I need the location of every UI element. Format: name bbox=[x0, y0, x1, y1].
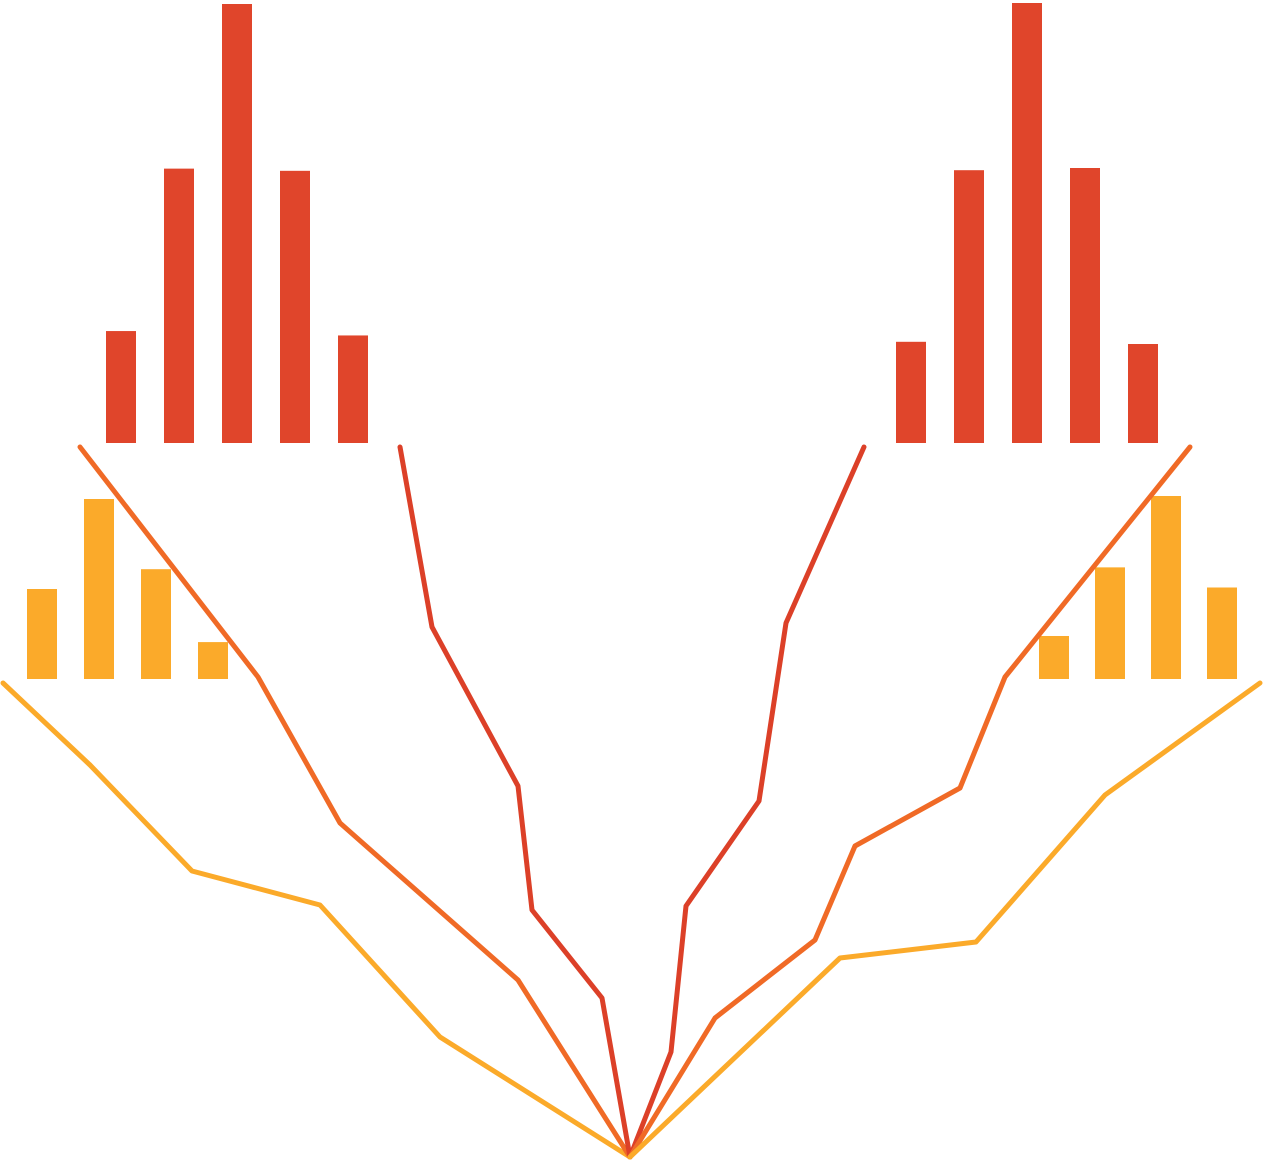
bar-upper-right-5 bbox=[1128, 344, 1158, 443]
bar-lower-left-2 bbox=[84, 499, 114, 679]
lines-layer bbox=[0, 444, 1263, 1160]
bar-upper-right-1 bbox=[896, 341, 926, 443]
bar-group-upper-right bbox=[896, 3, 1158, 443]
funnel-line-right-inner bbox=[627, 444, 867, 1160]
bar-lower-left-4 bbox=[198, 642, 228, 679]
bar-group-lower-left bbox=[27, 499, 228, 679]
bar-upper-left-4 bbox=[280, 170, 310, 443]
bar-upper-right-2 bbox=[954, 170, 984, 443]
bar-upper-left-3 bbox=[222, 4, 252, 443]
bar-upper-left-1 bbox=[106, 331, 136, 443]
funnel-line-right-outer bbox=[627, 680, 1263, 1160]
bars-layer bbox=[27, 3, 1237, 679]
funnel-line-right-middle bbox=[627, 444, 1193, 1160]
bar-group-upper-left bbox=[106, 4, 368, 443]
bar-upper-left-5 bbox=[338, 335, 368, 443]
bar-upper-right-4 bbox=[1070, 168, 1100, 443]
bar-lower-left-3 bbox=[141, 569, 171, 679]
funnel-line-left-outer bbox=[0, 680, 633, 1160]
bar-lower-right-3 bbox=[1151, 496, 1181, 679]
bar-lower-right-4 bbox=[1207, 587, 1237, 679]
bar-upper-right-3 bbox=[1012, 3, 1042, 443]
bar-lower-right-2 bbox=[1095, 567, 1125, 679]
funnel-line-left-inner bbox=[397, 444, 633, 1160]
bar-upper-left-2 bbox=[164, 168, 194, 443]
bar-lower-left-1 bbox=[27, 589, 57, 679]
funnel-line-left-middle bbox=[77, 444, 633, 1160]
bar-lower-right-1 bbox=[1039, 635, 1069, 679]
bar-group-lower-right bbox=[1039, 496, 1237, 679]
